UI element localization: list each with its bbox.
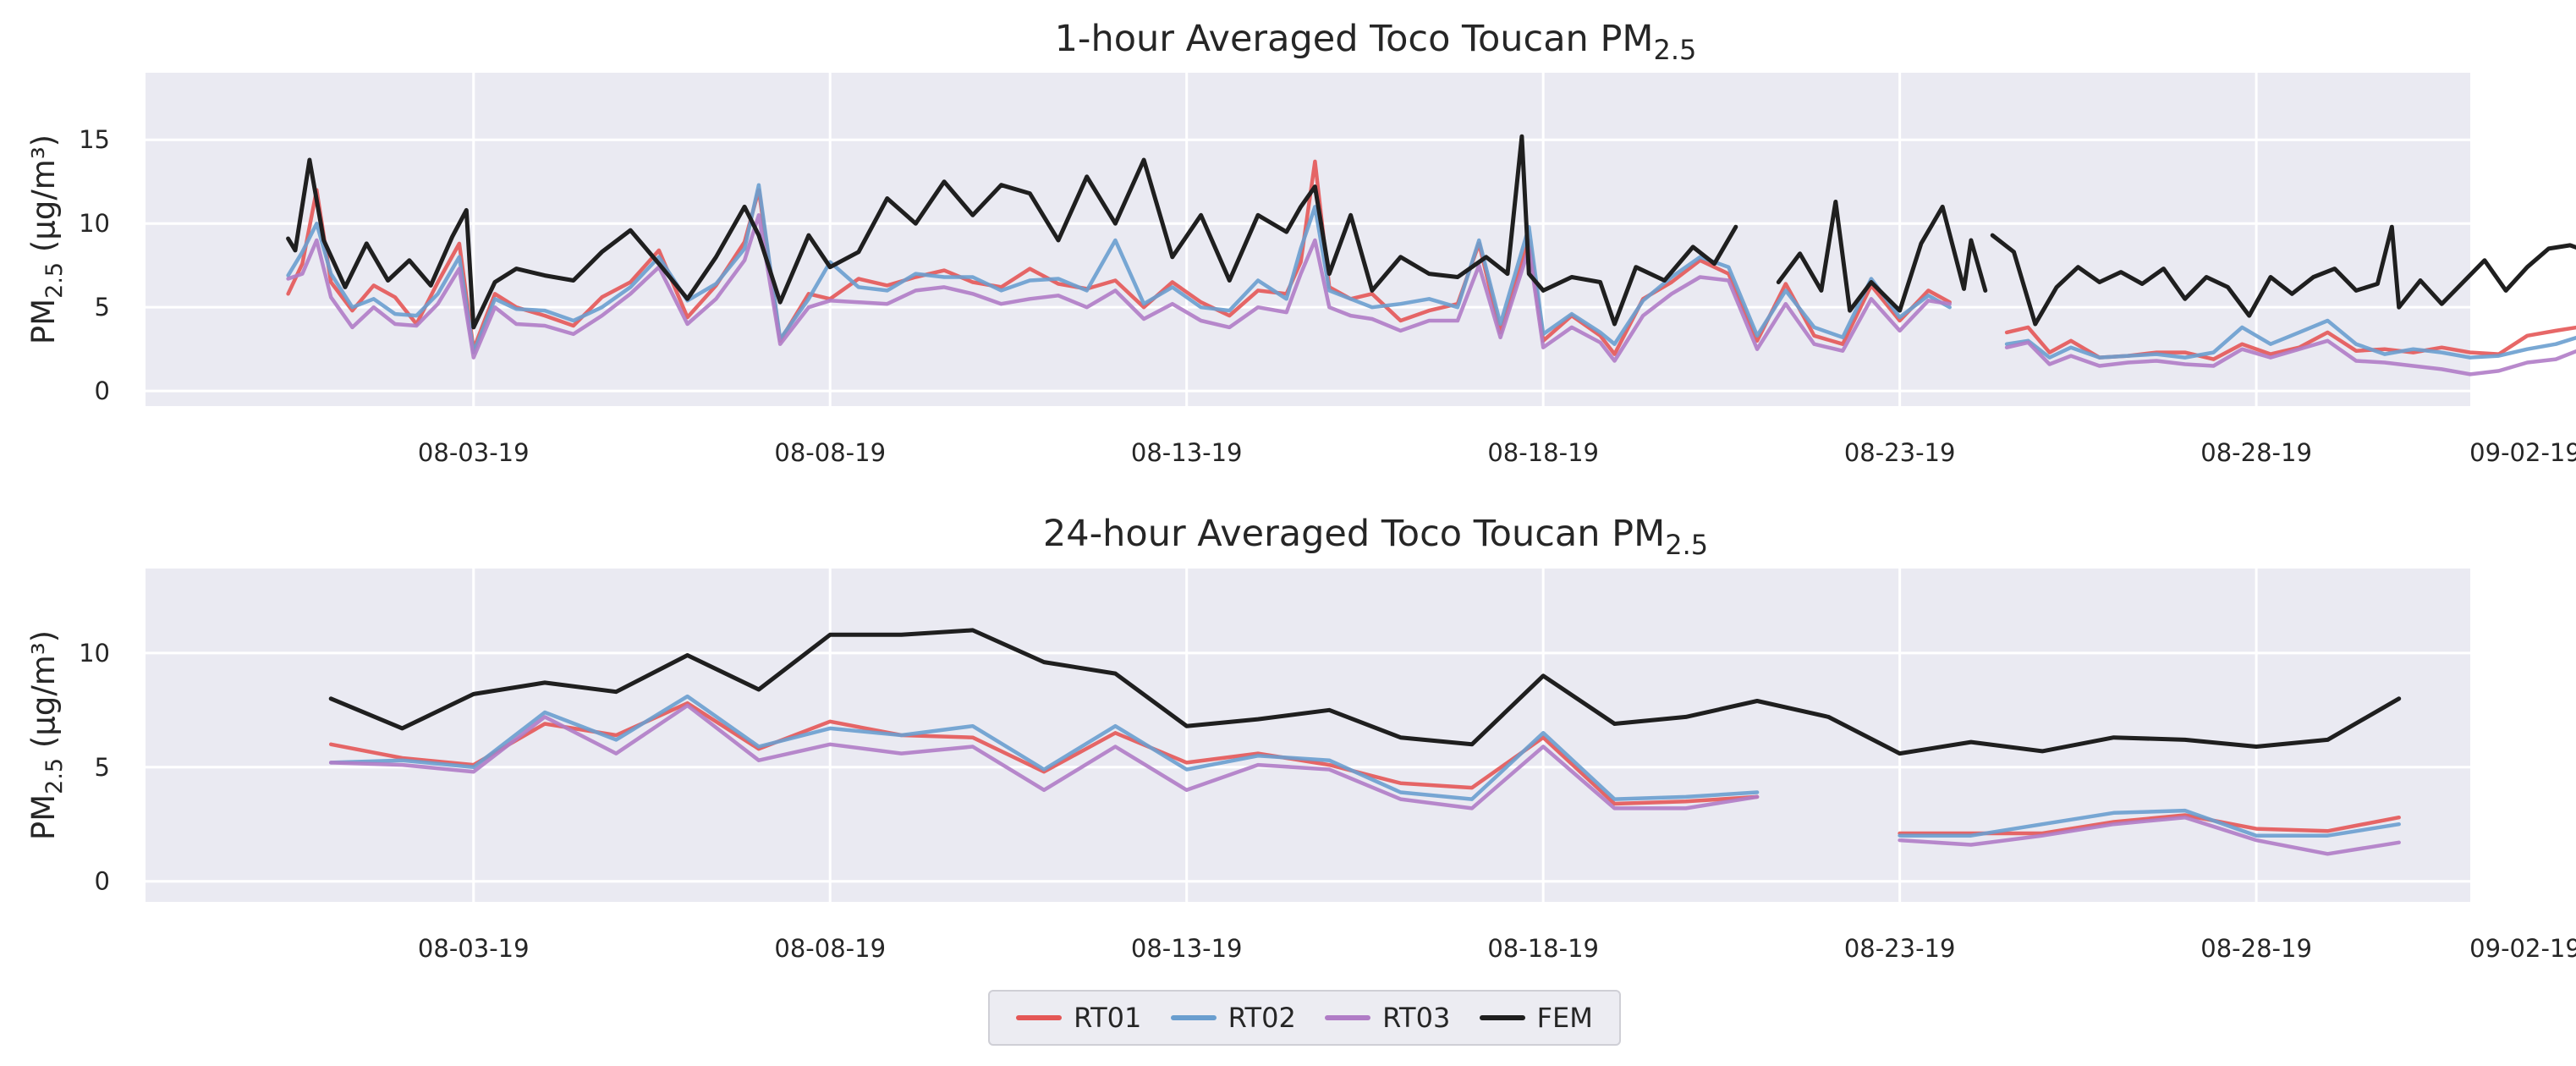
chart1-x-tick-label-4: 08-23-19 bbox=[1844, 438, 1956, 467]
legend-item-rt01: RT01 bbox=[1016, 1002, 1141, 1034]
legend-item-fem: FEM bbox=[1479, 1002, 1593, 1034]
chart2-y-tick-label-2: 10 bbox=[79, 639, 110, 668]
chart1-x-tick-label-2: 08-13-19 bbox=[1131, 438, 1243, 467]
chart2-series-rt02-line-0 bbox=[328, 694, 1760, 801]
chart2-series-rt03-line-1 bbox=[1898, 815, 2401, 856]
chart1-series-rt03-line-1 bbox=[2004, 338, 2576, 376]
chart2-x-tick-label-6: 09-02-19 bbox=[2469, 934, 2576, 963]
chart1-series-rt02-line-0 bbox=[286, 183, 1952, 354]
legend-swatch-fem bbox=[1479, 1015, 1525, 1020]
chart2-series-fem-line-0 bbox=[328, 628, 2402, 756]
chart2-x-tick-label-0: 08-03-19 bbox=[418, 934, 530, 963]
legend-item-rt03: RT03 bbox=[1325, 1002, 1450, 1034]
chart2-x-tick-label-2: 08-13-19 bbox=[1131, 934, 1243, 963]
chart2-y-tick-label-1: 5 bbox=[95, 753, 110, 782]
chart1-x-tick-label-5: 08-28-19 bbox=[2200, 438, 2312, 467]
chart1-y-tick-label-2: 10 bbox=[79, 209, 110, 238]
chart1-series-rt02-line-1 bbox=[2004, 318, 2576, 360]
chart-legend: RT01 RT02 RT03 FEM bbox=[988, 990, 1621, 1046]
chart2-y-axis-label: PM2.5 (µg/m³) bbox=[25, 630, 68, 840]
legend-label-rt03: RT03 bbox=[1382, 1002, 1451, 1034]
chart1-y-tick-label-1: 5 bbox=[95, 293, 110, 321]
chart1-series-fem-line-1 bbox=[1776, 200, 1988, 313]
chart2-plot-area bbox=[146, 569, 2470, 902]
legend-swatch-rt01 bbox=[1016, 1015, 1063, 1020]
chart1-title: 1-hour Averaged Toco Toucan PM2.5 bbox=[1055, 18, 1697, 66]
chart2-x-tick-label-1: 08-08-19 bbox=[774, 934, 886, 963]
chart1-x-tick-label-3: 08-18-19 bbox=[1487, 438, 1599, 467]
chart1-series-fem-line-2 bbox=[1990, 224, 2576, 327]
chart2-title: 24-hour Averaged Toco Toucan PM2.5 bbox=[1043, 513, 1708, 561]
chart1-x-tick-label-0: 08-03-19 bbox=[418, 438, 530, 467]
chart1-y-tick-label-0: 0 bbox=[95, 376, 110, 405]
chart2-x-tick-label-3: 08-18-19 bbox=[1487, 934, 1599, 963]
chart1-x-tick-label-6: 09-02-19 bbox=[2469, 438, 2576, 467]
chart2-y-tick-label-0: 0 bbox=[95, 867, 110, 896]
chart1-series-rt01-line-1 bbox=[2004, 325, 2576, 361]
legend-item-rt02: RT02 bbox=[1170, 1002, 1296, 1034]
chart2-series-rt02-line-1 bbox=[1898, 808, 2401, 838]
chart1-x-tick-label-1: 08-08-19 bbox=[774, 438, 886, 467]
legend-swatch-rt02 bbox=[1170, 1015, 1217, 1020]
chart2-x-tick-label-4: 08-23-19 bbox=[1844, 934, 1956, 963]
chart1-series-fem-line-0 bbox=[286, 134, 1738, 330]
legend-swatch-rt03 bbox=[1325, 1015, 1371, 1020]
legend-label-fem: FEM bbox=[1536, 1002, 1593, 1034]
chart2-x-tick-label-5: 08-28-19 bbox=[2200, 934, 2312, 963]
chart1-series-rt03-line-0 bbox=[286, 213, 1952, 363]
legend-label-rt02: RT02 bbox=[1228, 1002, 1296, 1034]
chart2-series-rt03-line-0 bbox=[328, 703, 1760, 810]
legend-label-rt01: RT01 bbox=[1074, 1002, 1142, 1034]
chart1-y-axis-label: PM2.5 (µg/m³) bbox=[25, 135, 68, 344]
chart1-y-tick-label-3: 15 bbox=[79, 125, 110, 154]
